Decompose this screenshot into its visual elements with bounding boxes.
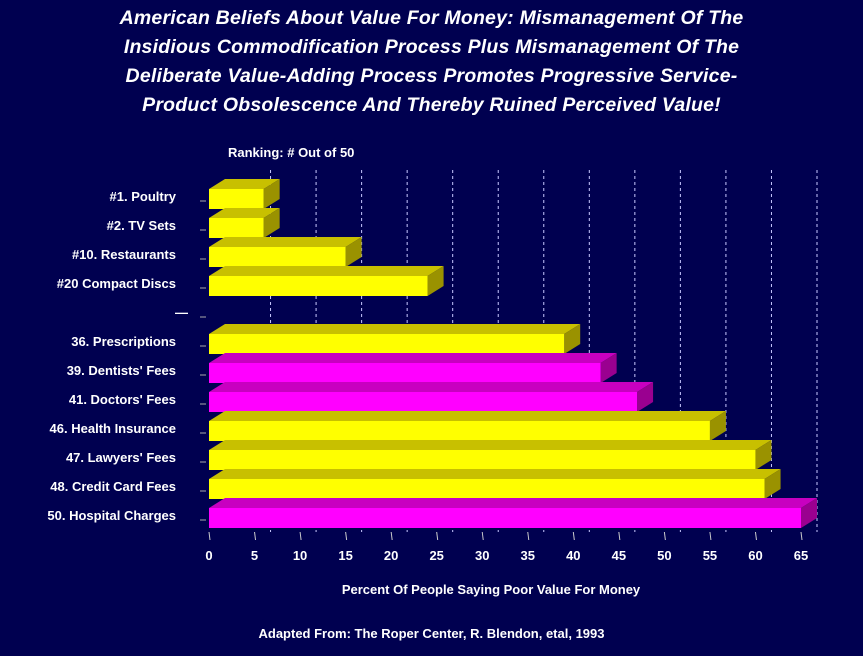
x-tick-label: 0	[205, 548, 212, 563]
x-tick-label: 30	[475, 548, 489, 563]
bar-side	[263, 179, 280, 209]
category-label: 50. Hospital Charges	[47, 508, 176, 523]
bar-top	[209, 440, 772, 450]
bar	[209, 247, 346, 267]
category-label: 46. Health Insurance	[50, 421, 176, 436]
x-tick-label: 60	[748, 548, 762, 563]
bar-side	[709, 411, 726, 441]
category-label: 39. Dentists' Fees	[67, 363, 176, 378]
bar	[209, 450, 756, 470]
category-label: 36. Prescriptions	[71, 334, 176, 349]
bar-top	[209, 411, 726, 421]
x-tick	[299, 531, 302, 541]
bar-top	[209, 237, 362, 247]
x-tick	[208, 531, 211, 541]
bar-side	[564, 324, 581, 354]
x-tick	[436, 531, 439, 541]
x-tick-label: 20	[384, 548, 398, 563]
x-axis-label: Percent Of People Saying Poor Value For …	[342, 582, 641, 597]
category-header: Ranking: # Out of 50	[228, 145, 354, 160]
x-tick	[254, 531, 257, 541]
bar-top	[209, 266, 444, 276]
x-tick	[527, 531, 530, 541]
category-label: #10. Restaurants	[72, 247, 176, 262]
category-label: #20 Compact Discs	[57, 276, 176, 291]
bar	[209, 421, 710, 441]
title-line: American Beliefs About Value For Money: …	[119, 7, 744, 29]
bar-top	[209, 324, 581, 334]
x-tick-label: 40	[566, 548, 580, 563]
x-tick-label: 35	[521, 548, 535, 563]
category-label: 47. Lawyers' Fees	[66, 450, 176, 465]
bar	[209, 508, 801, 528]
x-tick-label: 55	[703, 548, 717, 563]
bar-side	[600, 353, 617, 383]
x-tick	[481, 531, 484, 541]
bar-top	[209, 469, 781, 479]
bar-top	[209, 179, 280, 189]
title-line: Insidious Commodification Process Plus M…	[123, 36, 740, 58]
bar-side	[755, 440, 772, 470]
x-tick	[572, 531, 575, 541]
bar	[209, 218, 264, 238]
x-tick	[754, 531, 757, 541]
bar-side	[764, 469, 781, 499]
bar	[209, 334, 565, 354]
x-tick-label: 10	[293, 548, 307, 563]
bar	[209, 189, 264, 209]
category-label: 48. Credit Card Fees	[50, 479, 176, 494]
x-tick	[390, 531, 393, 541]
title-line: Product Obsolescence And Thereby Ruined …	[142, 94, 721, 116]
source-note: Adapted From: The Roper Center, R. Blend…	[258, 626, 605, 641]
bar-side	[637, 382, 654, 412]
category-label: 41. Doctors' Fees	[69, 392, 176, 407]
bar-side	[263, 208, 280, 238]
bar-top	[209, 353, 617, 363]
bar	[209, 479, 765, 499]
bar-side	[801, 498, 817, 528]
bar	[209, 363, 601, 383]
x-tick-label: 45	[612, 548, 626, 563]
bar-top	[209, 382, 654, 392]
x-tick	[800, 531, 803, 541]
bar-top	[209, 498, 817, 508]
bar-side	[427, 266, 444, 296]
category-label: #2. TV Sets	[107, 218, 176, 233]
x-tick	[618, 531, 621, 541]
x-tick-label: 50	[657, 548, 671, 563]
x-tick	[345, 531, 348, 541]
bar	[209, 276, 428, 296]
chart-title: American Beliefs About Value For Money: …	[0, 4, 863, 120]
x-tick-label: 65	[794, 548, 808, 563]
bar	[209, 392, 638, 412]
category-label: #1. Poultry	[110, 189, 177, 204]
bar-side	[345, 237, 362, 267]
x-tick	[663, 531, 666, 541]
x-tick-label: 5	[251, 548, 258, 563]
x-tick	[709, 531, 712, 541]
bar-top	[209, 208, 280, 218]
title-line: Deliberate Value-Adding Process Promotes…	[125, 65, 738, 87]
x-tick-label: 25	[429, 548, 443, 563]
category-label: —	[175, 305, 188, 320]
x-tick-label: 15	[338, 548, 352, 563]
